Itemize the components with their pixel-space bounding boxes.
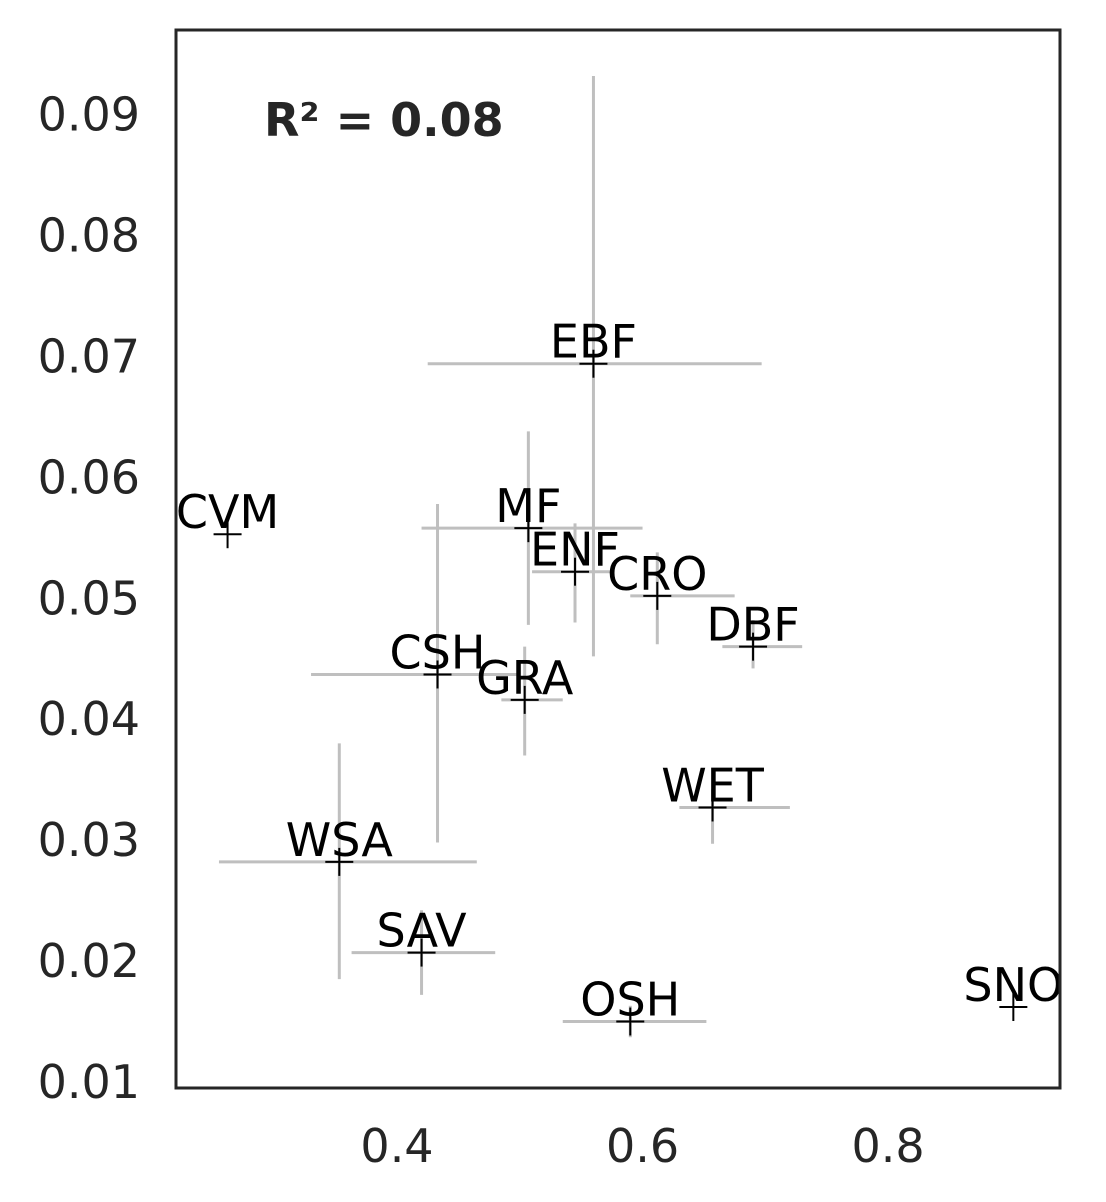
point-label-ebf: EBF — [550, 315, 637, 369]
point-label-osh: OSH — [580, 972, 680, 1026]
y-tick-label: 0.01 — [38, 1055, 140, 1109]
y-tick-label: 0.03 — [38, 813, 140, 867]
x-axis-ticks: 0.4 0.6 0.8 — [360, 1119, 924, 1173]
data-point-dbf — [739, 632, 768, 661]
r-squared-annotation: R² = 0.08 — [264, 93, 504, 147]
point-label-csh: CSH — [390, 625, 486, 679]
point-label-mf: MF — [495, 479, 561, 533]
y-tick-label: 0.06 — [38, 450, 140, 504]
marker-layer — [213, 349, 1028, 1036]
data-point-sav — [407, 938, 436, 967]
data-point-enf — [561, 557, 590, 586]
plot-frame — [174, 28, 1062, 1090]
point-label-cro: CRO — [607, 547, 707, 601]
point-label-sno: SNO — [963, 958, 1063, 1012]
point-label-cvm: CVM — [176, 485, 279, 539]
y-tick-label: 0.09 — [38, 88, 140, 142]
data-point-ebf — [579, 349, 608, 378]
data-point-wet — [698, 793, 727, 822]
point-label-enf: ENF — [530, 523, 620, 577]
data-point-gra — [510, 685, 539, 714]
data-point-cvm — [213, 520, 242, 549]
x-tick-label: 0.6 — [606, 1119, 679, 1173]
y-tick-label: 0.02 — [38, 934, 140, 988]
y-tick-label: 0.08 — [38, 209, 140, 263]
x-tick-label: 0.4 — [360, 1119, 433, 1173]
data-point-csh — [423, 660, 452, 689]
point-label-dbf: DBF — [706, 598, 799, 652]
data-point-wsa — [325, 847, 354, 876]
data-point-osh — [616, 1007, 645, 1036]
point-label-gra: GRA — [476, 651, 574, 705]
y-tick-label: 0.04 — [38, 692, 140, 746]
x-tick-label: 0.8 — [852, 1119, 925, 1173]
point-label-sav: SAV — [377, 904, 468, 958]
y-axis-ticks: 0.01 0.02 0.03 0.04 0.05 0.06 0.07 0.08 0.09 — [38, 88, 140, 1109]
data-point-mf — [514, 514, 543, 543]
y-tick-label: 0.07 — [38, 329, 140, 383]
point-label-wet: WET — [661, 758, 765, 812]
y-tick-label: 0.05 — [38, 571, 140, 625]
data-point-sno — [999, 992, 1028, 1021]
data-point-cro — [643, 581, 672, 610]
point-label-wsa: WSA — [286, 813, 394, 867]
